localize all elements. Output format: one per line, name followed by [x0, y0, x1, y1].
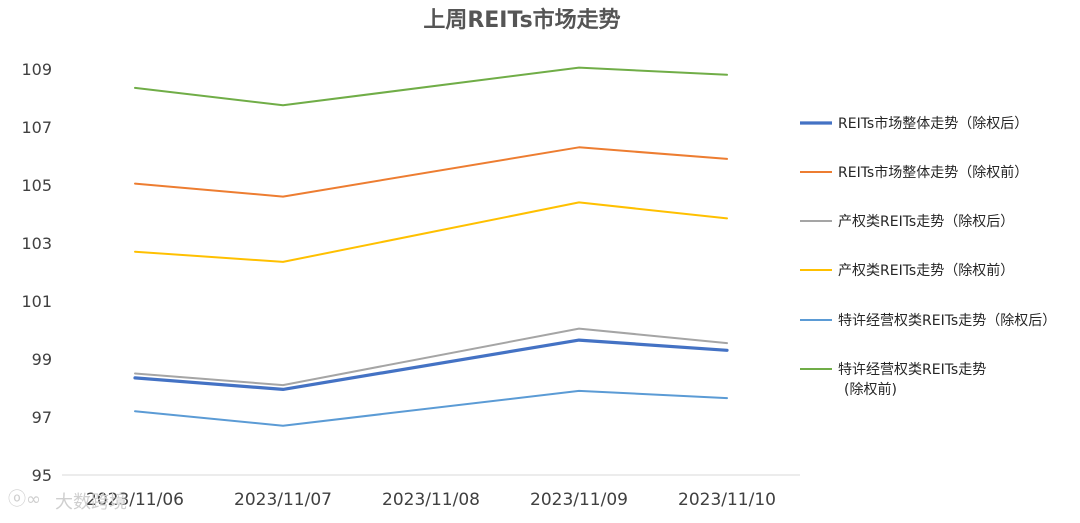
x-tick-label: 2023/11/08: [382, 490, 480, 510]
watermark-logo-icon: ⓞ∞: [8, 489, 41, 510]
series-line-4: [134, 201, 728, 263]
y-tick-label: 107: [21, 118, 52, 137]
series-line-6: [134, 66, 728, 107]
legend-label-6: 特许经营权类REITs走势(除权前): [838, 362, 986, 398]
y-tick-label: 99: [32, 350, 52, 369]
series-lines: [133, 66, 729, 427]
x-tick-label: 2023/11/09: [530, 490, 628, 510]
y-tick-label: 105: [21, 176, 52, 195]
series-line-3: [134, 327, 728, 387]
legend-label-2: REITs市场整体走势（除权前）: [838, 164, 1028, 181]
watermark: ⓞ∞ 大数跨境: [8, 489, 127, 513]
legend-label-3: 产权类REITs走势（除权后）: [838, 214, 1014, 230]
series-line-5: [134, 389, 728, 427]
series-line-2: [134, 146, 728, 198]
watermark-text: 大数跨境: [55, 492, 127, 513]
legend-label-1: REITs市场整体走势（除权后）: [838, 115, 1028, 132]
chart-title: 上周REITs市场走势: [423, 7, 620, 33]
x-tick-label: 2023/11/07: [234, 490, 332, 510]
legend: REITs市场整体走势（除权后） REITs市场整体走势（除权前） 产权类REITs…: [800, 115, 1056, 398]
legend-label-4: 产权类REITs走势（除权前）: [838, 262, 1014, 279]
y-tick-label: 103: [21, 234, 52, 253]
x-tick-label: 2023/11/06: [86, 490, 184, 510]
y-tick-label: 97: [32, 408, 52, 427]
y-axis-ticks: 95 97 99 101 103 105 107 109: [21, 60, 52, 485]
y-tick-label: 109: [21, 60, 52, 79]
x-axis-ticks: 2023/11/06 2023/11/07 2023/11/08 2023/11/09…: [86, 490, 776, 510]
y-tick-label: 95: [32, 466, 52, 485]
legend-label-5: 特许经营权类REITs走势（除权后）: [838, 313, 1056, 329]
x-tick-label: 2023/11/10: [678, 490, 776, 510]
y-tick-label: 101: [21, 292, 52, 311]
series-line-1: [133, 338, 729, 391]
